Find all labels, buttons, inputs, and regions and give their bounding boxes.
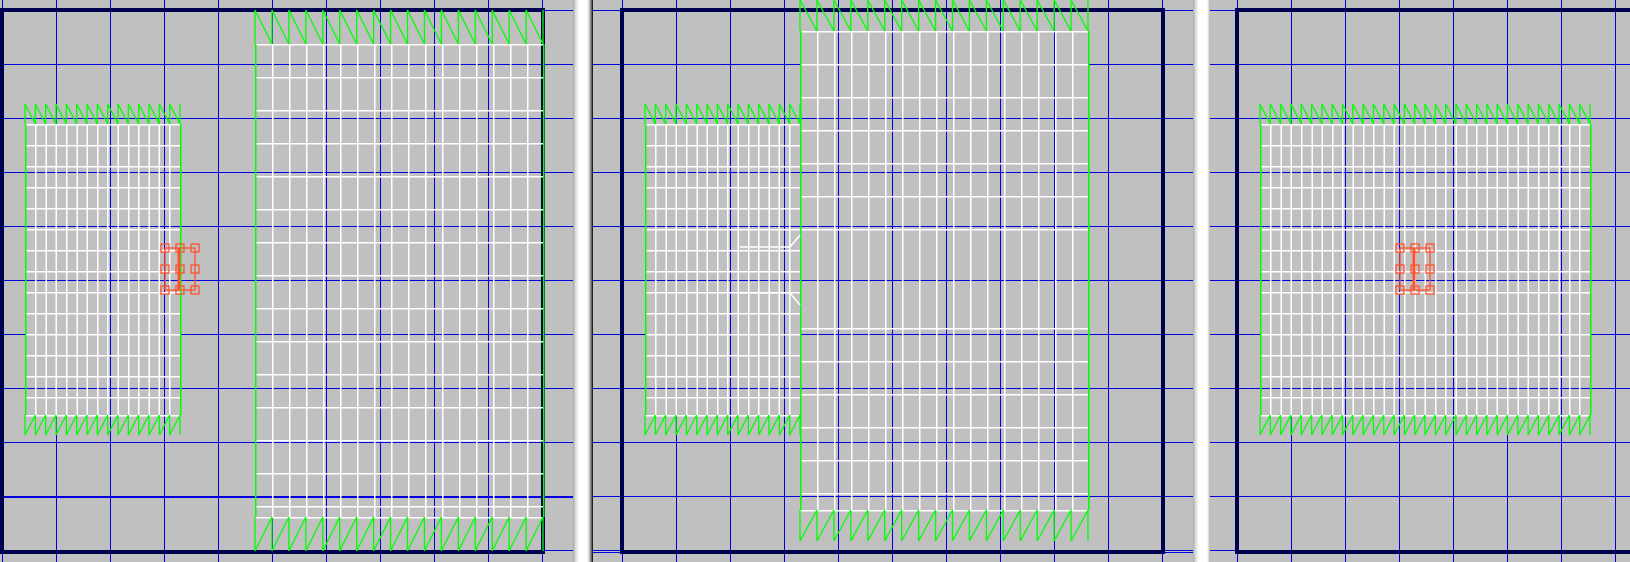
brush-outline-top (24, 103, 181, 125)
brush[interactable] (24, 103, 182, 436)
brush-outline-top (644, 103, 801, 125)
brush[interactable] (740, 0, 1090, 542)
world-bounds (620, 8, 1165, 554)
brush-outline-bottom (799, 509, 1089, 542)
viewport-canvas[interactable] (1210, 0, 1630, 562)
resize-handle[interactable] (175, 285, 185, 295)
viewport-splitter-2[interactable] (1193, 0, 1210, 562)
viewport-canvas[interactable] (593, 0, 1193, 562)
brush-outline-bottom (1259, 414, 1591, 436)
resize-handle[interactable] (1425, 264, 1435, 274)
resize-handle[interactable] (1425, 243, 1435, 253)
brush-outline-bottom (24, 414, 181, 436)
resize-handle[interactable] (160, 285, 170, 295)
resize-handle[interactable] (190, 243, 200, 253)
resize-handle[interactable] (175, 243, 185, 253)
brush[interactable] (1259, 103, 1592, 436)
resize-handle[interactable] (190, 264, 200, 274)
brush-outline-top (254, 9, 544, 45)
resize-handle[interactable] (1395, 285, 1405, 295)
viewport-splitter-1[interactable] (573, 0, 593, 562)
resize-handle[interactable] (175, 264, 185, 274)
brush-outline-top (799, 0, 1089, 32)
resize-handle[interactable] (160, 264, 170, 274)
resize-handle[interactable] (1410, 264, 1420, 274)
resize-handle[interactable] (1395, 264, 1405, 274)
brush[interactable] (254, 9, 545, 552)
brush-outline-bottom (254, 516, 544, 552)
brush-notch-edge (740, 234, 801, 306)
resize-handle[interactable] (160, 243, 170, 253)
resize-handle[interactable] (190, 285, 200, 295)
resize-handle[interactable] (1410, 243, 1420, 253)
world-bounds (1235, 8, 1630, 554)
brush-outline-top (1259, 103, 1591, 125)
viewport-canvas[interactable] (0, 0, 573, 562)
resize-handle[interactable] (1410, 285, 1420, 295)
viewport-2d-right[interactable] (1210, 0, 1630, 562)
brush[interactable] (644, 103, 802, 436)
viewport-2d-left[interactable] (0, 0, 573, 562)
brush-outline-bottom (644, 414, 801, 436)
viewport-2d-middle[interactable] (593, 0, 1193, 562)
resize-handle[interactable] (1425, 285, 1435, 295)
selection-handles[interactable] (160, 243, 200, 295)
resize-handle[interactable] (1395, 243, 1405, 253)
selection-handles[interactable] (1395, 243, 1435, 295)
